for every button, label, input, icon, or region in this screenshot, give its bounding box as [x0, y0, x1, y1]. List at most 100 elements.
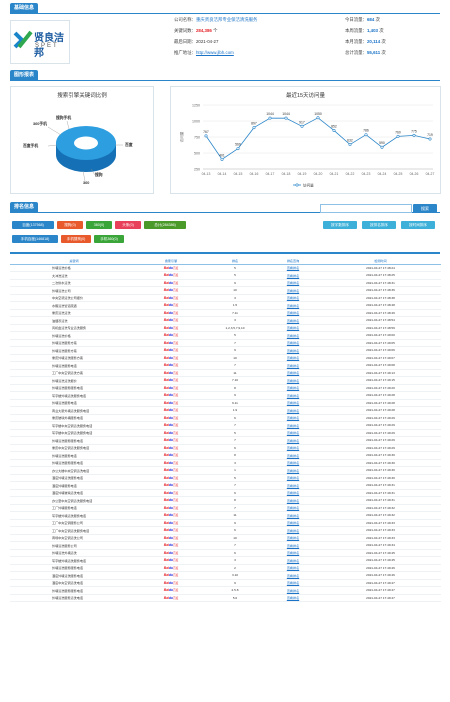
view-rank-link[interactable]: 查看排名	[286, 378, 300, 383]
data-point[interactable]	[316, 116, 320, 120]
data-point[interactable]	[380, 145, 384, 149]
filter-total[interactable]: 总计(284386)	[144, 221, 186, 229]
col-query[interactable]: 排名查询	[266, 257, 320, 265]
view-rank-link[interactable]: 查看排名	[286, 296, 300, 301]
filter-toutiao[interactable]: 头条(0)	[115, 221, 141, 229]
filter-baidu[interactable]: 百度(137568)	[12, 221, 54, 229]
col-engine[interactable]: 搜索引擎	[138, 257, 204, 265]
baidu-logo-icon: Baidu百度	[163, 393, 179, 398]
data-point[interactable]	[348, 143, 352, 147]
data-point[interactable]	[284, 116, 288, 120]
view-rank-link[interactable]: 查看排名	[286, 498, 300, 503]
view-rank-link[interactable]: 查看排名	[286, 401, 300, 406]
view-rank-link[interactable]: 查看排名	[286, 273, 300, 278]
view-rank-link[interactable]: 查看排名	[286, 348, 300, 353]
view-rank-link[interactable]: 查看排名	[286, 521, 300, 526]
rank-cell: 6.11	[204, 399, 266, 407]
view-rank-link[interactable]: 查看排名	[286, 363, 300, 368]
view-rank-link[interactable]: 查看排名	[286, 326, 300, 331]
sort-by-time-button[interactable]: 按时间排序	[401, 221, 435, 229]
time-cell: 2021-04-27 17:49:29	[320, 421, 441, 430]
view-rank-link[interactable]: 查看排名	[286, 461, 300, 466]
data-point[interactable]	[236, 147, 240, 151]
view-rank-link[interactable]: 查看排名	[286, 318, 300, 323]
view-rank-link[interactable]: 查看排名	[286, 543, 300, 548]
search-button[interactable]: 搜索	[413, 204, 437, 213]
view-rank-link[interactable]: 查看排名	[286, 281, 300, 286]
rank-info-tab[interactable]: 排名信息	[10, 202, 39, 212]
view-rank-link[interactable]: 查看排名	[286, 393, 300, 398]
view-rank-link[interactable]: 查看排名	[286, 566, 300, 571]
view-rank-link[interactable]: 查看排名	[286, 416, 300, 421]
view-rank-link[interactable]: 查看排名	[286, 311, 300, 316]
data-point[interactable]	[396, 134, 400, 138]
filter-mobile-baidu[interactable]: 手机百度(146818)	[12, 235, 58, 243]
view-rank-link[interactable]: 查看排名	[286, 558, 300, 563]
view-rank-link[interactable]: 查看排名	[286, 438, 300, 443]
data-point[interactable]	[428, 137, 432, 141]
charts-tab[interactable]: 图形报表	[10, 70, 39, 80]
data-point[interactable]	[220, 157, 224, 161]
filter-mobile-sogou[interactable]: 手机搜狗(0)	[61, 235, 91, 243]
keyword-cell: 重庆玻璃外墙服务电话	[10, 414, 138, 422]
view-rank-link[interactable]: 查看排名	[286, 573, 300, 578]
view-rank-link[interactable]: 查看排名	[286, 468, 300, 473]
col-time[interactable]: 检测时间	[320, 257, 441, 265]
keyword-cell: 外墙清洗服务服务电话	[10, 564, 138, 572]
rank-cell: 11	[204, 511, 266, 520]
view-rank-link[interactable]: 查看排名	[286, 356, 300, 361]
data-point[interactable]	[252, 126, 256, 130]
data-point[interactable]	[268, 116, 272, 120]
view-rank-link[interactable]: 查看排名	[286, 266, 300, 271]
data-point[interactable]	[204, 134, 208, 138]
sort-by-rank-button[interactable]: 按排名排序	[362, 221, 396, 229]
view-rank-link[interactable]: 查看排名	[286, 423, 300, 428]
data-point[interactable]	[332, 128, 336, 132]
view-rank-link[interactable]: 查看排名	[286, 333, 300, 338]
view-rank-link[interactable]: 查看排名	[286, 341, 300, 346]
engine-cell: Baidu百度	[138, 279, 204, 287]
view-rank-link[interactable]: 查看排名	[286, 536, 300, 541]
table-row: 酒店外墙玻璃清洗电话 Baidu百度 6 查看排名 2021-04-27 17:49:3…	[10, 489, 441, 497]
view-rank-link[interactable]: 查看排名	[286, 596, 300, 601]
data-point[interactable]	[364, 133, 368, 137]
table-row: 外墙清洗清洗报价 Baidu百度 7.10 查看排名 2021-04-27 17:49:…	[10, 376, 441, 385]
col-keyword[interactable]: 关键词	[10, 257, 138, 265]
view-rank-link[interactable]: 查看排名	[286, 371, 300, 376]
rank-cell: 7	[204, 421, 266, 430]
query-link-cell: 查看排名	[266, 451, 320, 460]
view-rank-link[interactable]: 查看排名	[286, 386, 300, 391]
rank-cell: 6	[204, 526, 266, 535]
view-rank-link[interactable]: 查看排名	[286, 408, 300, 413]
baidu-logo-icon: Baidu百度	[163, 333, 179, 338]
col-rank[interactable]: 排名	[204, 257, 266, 265]
view-rank-link[interactable]: 查看排名	[286, 476, 300, 481]
view-rank-link[interactable]: 查看排名	[286, 506, 300, 511]
time-cell: 2021-04-27 17:49:45	[320, 549, 441, 557]
filter-sogou[interactable]: 搜狗(0)	[57, 221, 83, 229]
view-rank-link[interactable]: 查看排名	[286, 483, 300, 488]
time-cell: 2021-04-27 17:49:30	[320, 466, 441, 475]
engine-cell: Baidu百度	[138, 489, 204, 497]
filter-360[interactable]: 360(0)	[86, 221, 112, 229]
search-input[interactable]	[320, 204, 412, 213]
view-rank-link[interactable]: 查看排名	[286, 528, 300, 533]
view-rank-link[interactable]: 查看排名	[286, 431, 300, 436]
basic-info-tab[interactable]: 基础信息	[10, 3, 39, 13]
view-rank-link[interactable]: 查看排名	[286, 446, 300, 451]
view-rank-link[interactable]: 查看排名	[286, 491, 300, 496]
sort-by-length-button[interactable]: 按字数排序	[323, 221, 357, 229]
view-rank-link[interactable]: 查看排名	[286, 303, 300, 308]
view-rank-link[interactable]: 查看排名	[286, 453, 300, 458]
keyword-cell: 外墙清洗服务服务电话	[10, 586, 138, 595]
view-rank-link[interactable]: 查看排名	[286, 581, 300, 586]
view-rank-link[interactable]: 查看排名	[286, 588, 300, 593]
filter-mobile-360[interactable]: 手机360(0)	[94, 235, 124, 243]
table-row: 外墙清洗服务服务电话 Baidu百度 7 查看排名 2021-04-27 17:49:2…	[10, 436, 441, 445]
data-point[interactable]	[300, 124, 304, 128]
view-rank-link[interactable]: 查看排名	[286, 513, 300, 518]
data-point[interactable]	[412, 133, 416, 137]
site-link[interactable]: http://www.jlbh.com	[195, 50, 234, 55]
view-rank-link[interactable]: 查看排名	[286, 288, 300, 293]
view-rank-link[interactable]: 查看排名	[286, 551, 300, 556]
